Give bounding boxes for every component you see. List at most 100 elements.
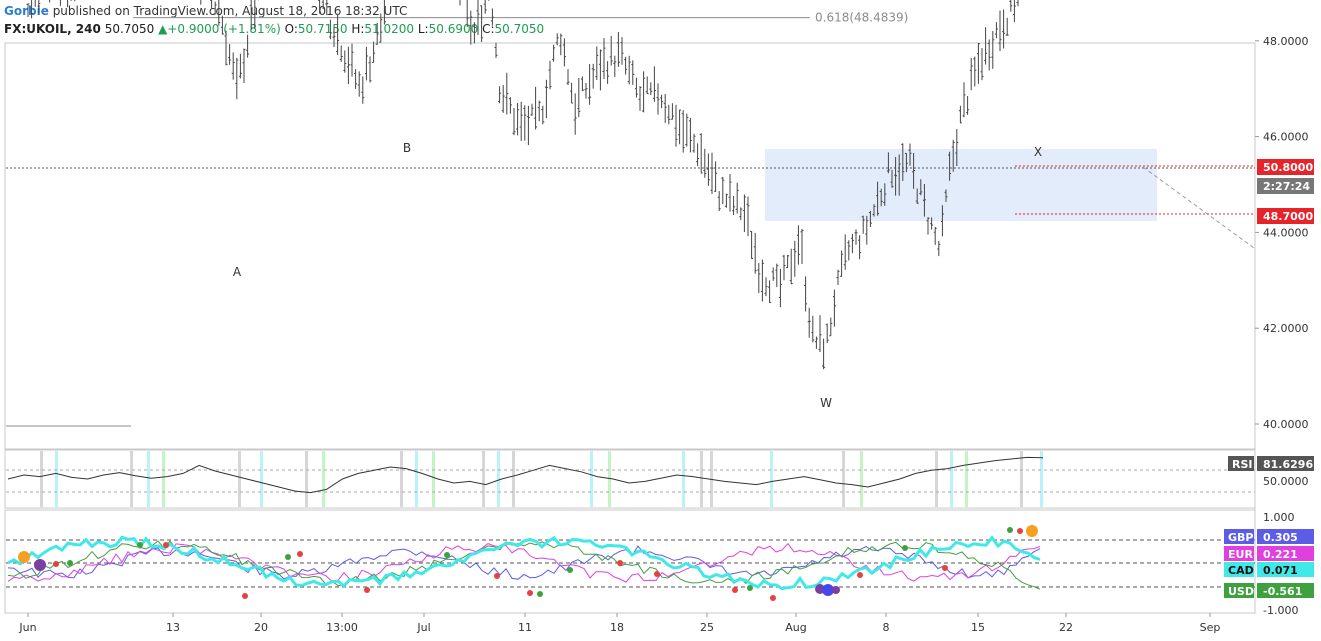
strength-dot [732,587,738,593]
rsi-band [162,451,165,507]
ohlc-bar [872,204,876,217]
rsi-band [682,451,685,507]
ohlc-bar [850,233,854,254]
ohlc-bar [516,102,520,136]
ohlc-bar [865,215,869,245]
ohlc-bar [894,156,898,196]
ohlc-bar [541,105,545,125]
ohlc-bar [649,82,653,96]
strength-dot [654,571,660,577]
ohlc-bar [512,108,516,136]
strength-dot [832,586,840,594]
ohlc-bar [488,0,490,1]
strength-tag-name-box [1224,583,1254,598]
ohlc-bar [534,86,538,130]
rsi-band [238,451,241,507]
ohlc-bar [595,46,599,80]
rsi-band [935,451,938,507]
ohlc-bar [480,5,484,43]
up-triangle-icon: ▲ [158,22,168,36]
symbol-label[interactable]: FX:UKOIL, 240 [4,22,101,36]
strength-dot [537,591,543,597]
ohlc-bar [721,176,725,205]
rsi-band [700,451,703,507]
ohlc-bar [901,143,905,182]
time-tick-label: Jul [416,621,430,634]
ohlc-bar [494,42,498,58]
wave-label-a: A [233,265,242,279]
rsi-band [130,451,133,507]
time-axis: Jun 13 20 13:00 Jul 11 18 25 Aug 8 15 22 Sep [18,613,1220,634]
rsi-band [305,451,308,507]
ohlc-bar [688,117,692,153]
price-tag-label: 48.7000 [1263,210,1313,223]
ohlc-bar [843,234,847,270]
ohlc-bar [782,254,786,281]
wave-labels: A B W X [233,141,1042,410]
ohlc-bar [210,0,213,9]
rsi-band [965,451,968,507]
price-change: +0.9000 (+1.81%) [167,22,281,36]
time-tick-label: 15 [971,621,985,634]
ohlc-bar [253,0,257,29]
strength-axis: 1.000 -1.000 [1263,511,1298,617]
ohlc-bar [829,317,833,337]
ohlc-bar [930,217,934,230]
ohlc-bar [213,1,217,15]
ohlc-bar [613,55,617,77]
ohlc-bar [973,56,977,87]
ohlc-bar [339,45,343,62]
rsi-band [512,451,515,507]
strength-dot [617,560,623,566]
ohlc-bar [696,143,700,167]
ohlc-bar [498,86,502,104]
ohlc-bar [328,19,332,40]
time-tick-label: 11 [518,621,532,634]
ohlc-bar [375,22,379,45]
rsi-band [432,451,435,507]
price-tag-box [1257,208,1314,224]
ohlc-bar [732,195,736,216]
rsi-band [1020,451,1023,507]
ohlc-bar [786,255,790,269]
strength-dot [137,542,143,548]
strength-line-2 [7,540,1041,590]
ohlc-bar [991,30,995,69]
ohlc-bar [530,103,534,116]
ohlc-bar [34,0,36,7]
ohlc-bar [764,277,768,297]
rsi-band [415,451,418,507]
ohlc-bar [832,289,836,327]
ohlc-bar [804,276,808,312]
ohlc-bar [922,183,926,217]
ohlc-bar [933,226,937,245]
rsi-band [860,451,863,507]
ohlc-bar [631,60,635,85]
rsi-line [7,456,1044,494]
ohlc-bar [249,0,253,31]
ohlc-bar [886,152,890,174]
ohlc-bar [231,52,235,80]
open-value: 50.7150 [297,22,348,36]
ohlc-bar [49,0,51,3]
strength-dot [444,552,450,558]
ohlc-bar [624,56,628,75]
ohlc-bar [627,55,631,85]
ohlc-bar [678,109,682,145]
ohlc-bar [994,22,998,39]
ohlc-bar [919,179,923,196]
ohlc-bar [218,0,221,26]
ohlc-bar [955,129,959,167]
rsi-band [608,451,611,507]
ohlc-bar [645,76,649,95]
strength-legend: GBP 0.305 EUR 0.221 CAD 0.071 USD -0.561 [1224,529,1314,598]
strength-dot [364,587,370,593]
ohlc-bar [383,0,386,25]
strength-tag-value: -0.561 [1263,585,1302,598]
author-link[interactable]: Gorbie [4,4,49,18]
time-tick-label: Aug [785,621,806,634]
ohlc-bar [966,96,970,115]
strength-dot [494,573,500,579]
ohlc-bar [854,229,858,245]
